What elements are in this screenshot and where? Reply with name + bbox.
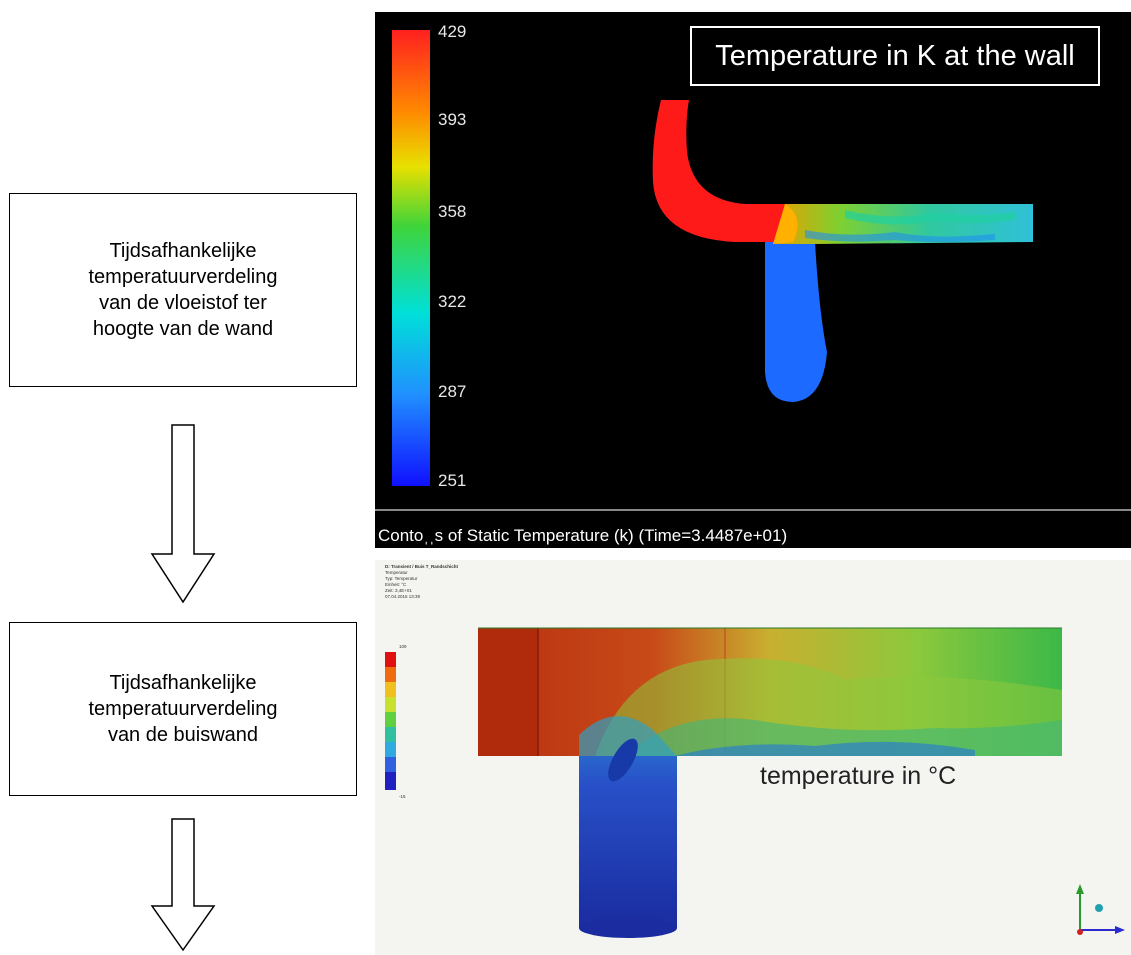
ansys-header-line: 07.04.2015 13:39	[385, 594, 421, 599]
ansys-colorbar	[385, 652, 396, 790]
tee-pipe-wall-contour	[478, 627, 1125, 938]
fluent-contour-panel: 429 393 358 322 287 251 Temperature in K…	[375, 12, 1131, 548]
ansys-header-line: D: Transient / Buis T_Randschicht	[385, 564, 459, 569]
ansys-header-line: Temperatur	[385, 570, 408, 575]
step-text-wall-temperature: Tijdsafhankelijke temperatuurverdeling v…	[88, 672, 278, 746]
down-arrow-2	[150, 818, 216, 952]
fluent-colorbar	[392, 30, 430, 486]
ansys-header-line: Zeit: 3,4E+01	[385, 588, 412, 593]
ansys-wall-temperature-panel: D: Transient / Buis T_Randschicht Temper…	[375, 560, 1131, 955]
down-arrow-1	[150, 424, 216, 604]
fluent-caption: Contoˌˌs of Static Temperature (k) (Time…	[378, 526, 788, 545]
tee-junction-fluid-contour	[652, 100, 1033, 402]
ansys-unit-label: temperature in °C	[760, 762, 957, 790]
colorbar-tick: 393	[438, 110, 467, 129]
legend-min: -15	[399, 794, 406, 799]
colorbar-tick: 322	[438, 292, 467, 311]
fluent-title-box: Temperature in K at the wall	[690, 26, 1100, 86]
step-box-wall-temperature: Tijdsafhankelijke temperatuurverdeling v…	[9, 622, 357, 796]
colorbar-tick: 358	[438, 202, 467, 221]
colorbar-tick: 251	[438, 471, 467, 490]
step-box-fluid-temperature: Tijdsafhankelijke temperatuurverdeling v…	[9, 193, 357, 387]
step-text-fluid-temperature: Tijdsafhankelijke temperatuurverdeling v…	[88, 240, 278, 340]
footer-separator	[375, 509, 1131, 511]
colorbar-tick: 429	[438, 22, 467, 41]
legend-max: 109	[399, 644, 407, 649]
ansys-header-line: Typ: Temperatur	[385, 576, 418, 581]
colorbar-tick: 287	[438, 382, 467, 401]
ansys-header-line: Einheit: °C	[385, 582, 407, 587]
